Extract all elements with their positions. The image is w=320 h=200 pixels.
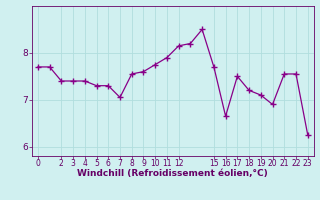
- X-axis label: Windchill (Refroidissement éolien,°C): Windchill (Refroidissement éolien,°C): [77, 169, 268, 178]
